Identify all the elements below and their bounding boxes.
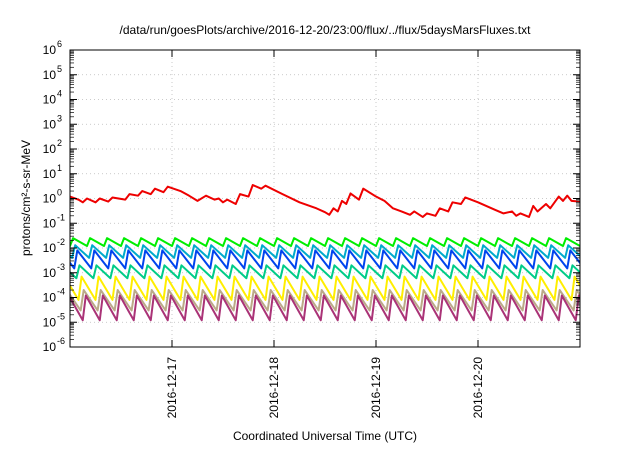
x-tick-label: 2016-12-17 bbox=[165, 357, 179, 419]
y-tick-exponent: -2 bbox=[57, 237, 65, 247]
x-tick-label: 2016-12-19 bbox=[369, 357, 383, 419]
y-tick-exponent: 5 bbox=[57, 64, 62, 74]
y-axis-label: protons/cm²-s-sr-MeV bbox=[19, 140, 33, 256]
chart-title: /data/run/goesPlots/archive/2016-12-20/2… bbox=[120, 23, 532, 37]
y-tick-exponent: 3 bbox=[57, 113, 62, 123]
y-tick-exponent: 6 bbox=[57, 39, 62, 49]
y-tick-label: 10 bbox=[43, 117, 57, 131]
y-tick-label: 10 bbox=[43, 216, 57, 230]
series-line bbox=[70, 264, 580, 280]
y-tick-label: 10 bbox=[43, 142, 57, 156]
y-tick-label: 10 bbox=[43, 192, 57, 206]
y-tick-label: 10 bbox=[43, 68, 57, 82]
series-line bbox=[70, 184, 580, 218]
y-tick-label: 10 bbox=[43, 43, 57, 57]
y-tick-exponent: 2 bbox=[57, 138, 62, 148]
series-line bbox=[70, 244, 580, 259]
y-tick-label: 10 bbox=[43, 167, 57, 181]
series-line bbox=[70, 249, 580, 270]
x-axis-label: Coordinated Universal Time (UTC) bbox=[233, 429, 417, 443]
y-tick-exponent: -1 bbox=[57, 212, 65, 222]
y-tick-label: 10 bbox=[43, 241, 57, 255]
y-tick-label: 10 bbox=[43, 93, 57, 107]
y-tick-exponent: -3 bbox=[57, 262, 65, 272]
y-tick-exponent: -5 bbox=[57, 311, 65, 321]
y-tick-label: 10 bbox=[43, 340, 57, 354]
series-line bbox=[70, 294, 580, 322]
y-tick-label: 10 bbox=[43, 266, 57, 280]
y-tick-exponent: -4 bbox=[57, 287, 65, 297]
y-tick-exponent: 0 bbox=[57, 188, 62, 198]
y-tick-label: 10 bbox=[43, 315, 57, 329]
x-tick-label: 2016-12-18 bbox=[267, 357, 281, 419]
y-tick-exponent: -6 bbox=[57, 336, 65, 346]
series-line bbox=[70, 289, 580, 312]
y-tick-exponent: 4 bbox=[57, 89, 62, 99]
series-line bbox=[70, 237, 580, 248]
x-tick-label: 2016-12-20 bbox=[471, 357, 485, 419]
y-tick-label: 10 bbox=[43, 291, 57, 305]
series-line bbox=[70, 275, 580, 301]
y-tick-exponent: 1 bbox=[57, 163, 62, 173]
